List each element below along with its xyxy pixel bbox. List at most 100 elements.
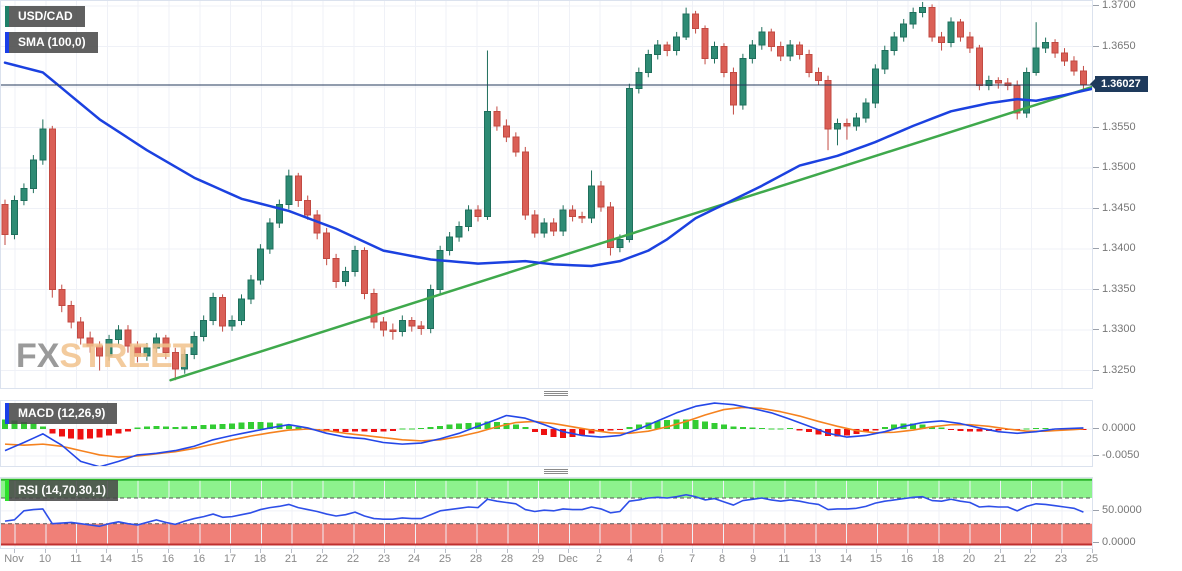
macd-histogram-bar	[68, 429, 75, 439]
x-axis-label: 14	[839, 553, 853, 565]
x-axis-label: 28	[500, 553, 514, 565]
macd-histogram-bar	[522, 426, 529, 429]
current-price-tag: 1.36027	[1090, 76, 1148, 92]
candle-body	[786, 44, 794, 57]
candle-body	[550, 222, 558, 232]
macd-histogram-bar	[333, 429, 340, 433]
x-axis-tick	[1000, 549, 1001, 553]
macd-histogram-bar	[626, 426, 633, 429]
x-axis-tick	[1061, 549, 1062, 553]
macd-histogram-bar	[787, 427, 794, 429]
candle-body	[58, 289, 66, 307]
legend-macd[interactable]: MACD (12,26,9)	[5, 403, 118, 424]
macd-histogram-bar	[938, 427, 945, 429]
legend-usdcad[interactable]: USD/CAD	[5, 6, 85, 27]
candle-body	[588, 185, 596, 219]
candle-body	[815, 71, 823, 82]
x-axis-tick	[938, 549, 939, 553]
watermark-fx: FX	[16, 337, 60, 375]
macd-histogram-bar	[427, 426, 434, 429]
candle-body	[29, 159, 37, 189]
x-axis-label: 20	[962, 553, 976, 565]
watermark-street: STREET	[59, 337, 194, 375]
macd-histogram-bar	[796, 429, 803, 431]
x-axis-tick	[661, 549, 662, 553]
candle-body	[644, 54, 652, 73]
rsi-pane[interactable]: RSI (14,70,30,1)	[0, 477, 1093, 549]
x-axis-tick	[722, 549, 723, 553]
divider-grip-icon[interactable]	[544, 469, 568, 475]
x-axis-label: 28	[469, 553, 483, 565]
x-axis-tick	[692, 549, 693, 553]
x-axis-label: 8	[718, 553, 726, 565]
x-axis-label: 16	[161, 553, 175, 565]
candle-body	[266, 222, 274, 250]
rsi-line	[4, 493, 1084, 528]
candle-body	[1042, 41, 1050, 49]
rsi-upper-band	[1, 478, 1092, 498]
x-axis-label: 14	[99, 553, 113, 565]
candle-body	[956, 21, 964, 38]
macd-histogram-bar	[910, 423, 917, 429]
rsi-chart-canvas[interactable]	[1, 478, 1093, 549]
x-axis-label: 17	[223, 553, 237, 565]
candle-body	[758, 31, 766, 46]
price-pane[interactable]: FXSTREET USD/CAD SMA (100,0)	[0, 0, 1093, 389]
x-axis-label: 23	[377, 553, 391, 565]
legend-rsi[interactable]: RSI (14,70,30,1)	[5, 480, 119, 501]
macd-axis-label: 0.0000	[1102, 422, 1136, 434]
price-axis-label: 1.3400	[1102, 242, 1136, 254]
macd-histogram-bar	[124, 429, 131, 432]
candle-body	[465, 209, 473, 227]
macd-histogram-bar	[777, 428, 784, 430]
macd-histogram-bar	[370, 429, 377, 433]
macd-histogram-bar	[361, 429, 368, 432]
axis-tick	[1093, 289, 1099, 290]
rsi-axis-label: 0.0000	[1102, 536, 1136, 548]
candle-body	[181, 353, 189, 370]
legend-rsi-label: RSI (14,70,30,1)	[18, 483, 107, 497]
candle-body	[417, 325, 425, 329]
candle-body	[152, 337, 160, 349]
pane-divider[interactable]	[0, 389, 1093, 399]
x-axis-tick	[1092, 549, 1093, 553]
x-axis-tick	[414, 549, 415, 553]
macd-histogram-bar	[115, 429, 122, 434]
x-axis-label: 6	[657, 553, 665, 565]
x-axis-label: 15	[130, 553, 144, 565]
x-axis-label: 4	[626, 553, 634, 565]
x-axis-label: 2	[595, 553, 603, 565]
macd-histogram-bar	[957, 429, 964, 432]
legend-sma[interactable]: SMA (100,0)	[5, 32, 98, 53]
candle-body	[360, 250, 368, 295]
macd-histogram-bar	[399, 428, 406, 430]
macd-histogram-bar	[815, 429, 822, 435]
candle-body	[890, 36, 898, 52]
macd-histogram-bar	[143, 426, 150, 429]
candle-body	[474, 209, 482, 218]
macd-pane[interactable]: MACD (12,26,9)	[0, 400, 1093, 467]
x-axis-label: 11	[70, 553, 82, 565]
macd-histogram-bar	[872, 429, 879, 431]
macd-histogram-bar	[739, 426, 746, 429]
candle-body	[77, 321, 85, 339]
candle-body	[692, 13, 700, 30]
candle-body	[739, 58, 747, 106]
time-axis[interactable]: Nov 10 11 14 15 16 16 17 18 21 22 22 23 24 25 28 28 29 Dec…	[0, 549, 1182, 571]
x-axis-tick	[876, 549, 877, 553]
macd-histogram-bar	[1023, 428, 1030, 430]
macd-histogram-bar	[20, 421, 27, 429]
macd-histogram-bar	[635, 424, 642, 429]
macd-histogram-bar	[881, 426, 888, 429]
pane-divider[interactable]	[0, 467, 1093, 477]
candle-body	[805, 54, 813, 73]
price-axis-column[interactable]: 1.3700 1.3650 1.3550 1.3500 1.3450 1.3400 1.33…	[1093, 0, 1182, 549]
price-chart-canvas[interactable]	[1, 1, 1093, 389]
macd-signal-line	[4, 406, 1084, 458]
divider-grip-icon[interactable]	[544, 391, 568, 397]
macd-chart-canvas[interactable]	[1, 401, 1093, 467]
macd-histogram-bar	[11, 420, 18, 429]
candle-body	[625, 88, 633, 240]
price-axis-label: 1.3300	[1102, 323, 1136, 335]
